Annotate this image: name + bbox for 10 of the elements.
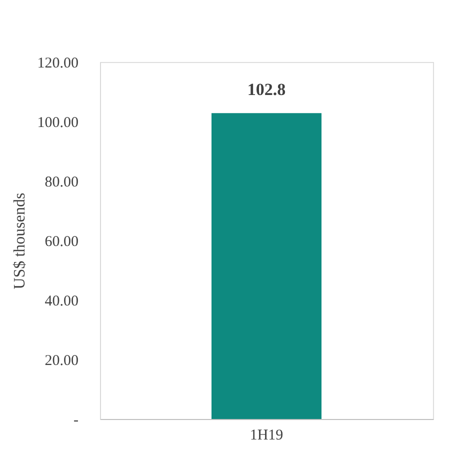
y-tick-label: - [74, 412, 78, 428]
y-tick-label: 120.00 [37, 56, 78, 72]
y-tick-label: 60.00 [44, 234, 78, 250]
y-tick-label: 100.00 [37, 115, 78, 131]
data-label: 102.8 [247, 80, 286, 100]
y-tick-label: 20.00 [44, 353, 78, 369]
y-axis-title: US$ thousends [11, 192, 28, 290]
x-tick-label: 1H19 [250, 428, 284, 444]
y-tick-label: 80.00 [44, 174, 78, 190]
y-tick-label: 40.00 [44, 294, 78, 310]
